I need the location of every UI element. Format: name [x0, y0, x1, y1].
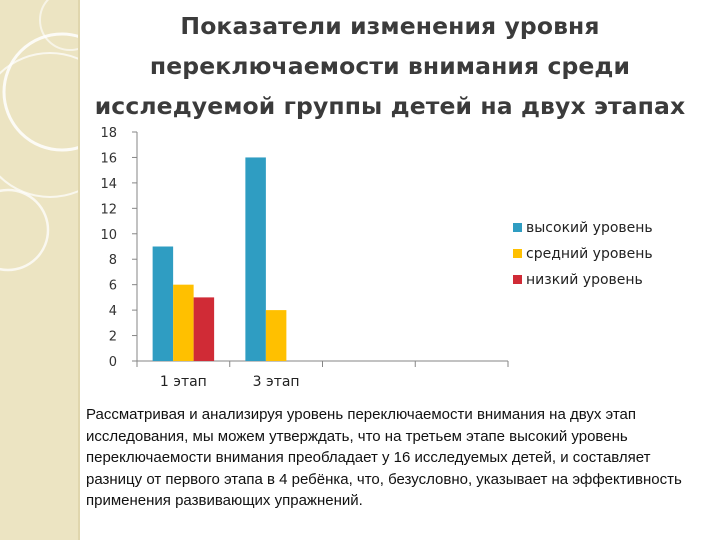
y-tick-label: 0 — [109, 355, 117, 370]
y-tick-label: 14 — [100, 177, 117, 192]
chart-axes — [132, 131, 509, 367]
y-tick-label: 8 — [109, 253, 117, 268]
y-tick-label: 12 — [100, 202, 117, 217]
y-tick-label: 6 — [109, 279, 117, 294]
y-tick-label: 4 — [109, 304, 117, 319]
x-tick-label: 3 этап — [253, 374, 300, 390]
decorative-band — [0, 0, 80, 540]
body-paragraph: Рассматривая и анализируя уровень перекл… — [86, 406, 682, 509]
band-edge — [78, 0, 80, 540]
y-tick-label: 2 — [109, 330, 117, 345]
legend-label: средний уровень — [526, 246, 653, 262]
bar-high — [152, 246, 174, 361]
x-tick-label: 1 этап — [160, 374, 207, 390]
y-tick-label: 18 — [100, 126, 117, 141]
legend-swatch — [513, 249, 522, 258]
legend-swatch — [513, 223, 522, 232]
slide-title: Показатели изменения уровня переключаемо… — [94, 12, 686, 120]
y-tick-label: 16 — [100, 151, 117, 166]
bar-medium — [173, 284, 194, 361]
chart-bars — [152, 157, 287, 361]
bar-low — [193, 297, 215, 361]
decorative-circles-icon — [0, 0, 80, 272]
bar-chart: 0 2 4 6 8 10 12 14 16 18 1 этап 3 этап высокий уров… — [100, 126, 653, 390]
bar-high — [245, 157, 266, 361]
chart-legend: высокий уровень средний уровень низкий уро… — [513, 220, 653, 288]
legend-label: низкий уровень — [526, 272, 643, 288]
legend-swatch — [513, 275, 522, 284]
y-tick-label: 10 — [100, 228, 117, 243]
bar-medium — [265, 310, 287, 361]
chart-labels: 0 2 4 6 8 10 12 14 16 18 1 этап 3 этап — [100, 126, 299, 390]
legend-label: высокий уровень — [526, 220, 653, 236]
